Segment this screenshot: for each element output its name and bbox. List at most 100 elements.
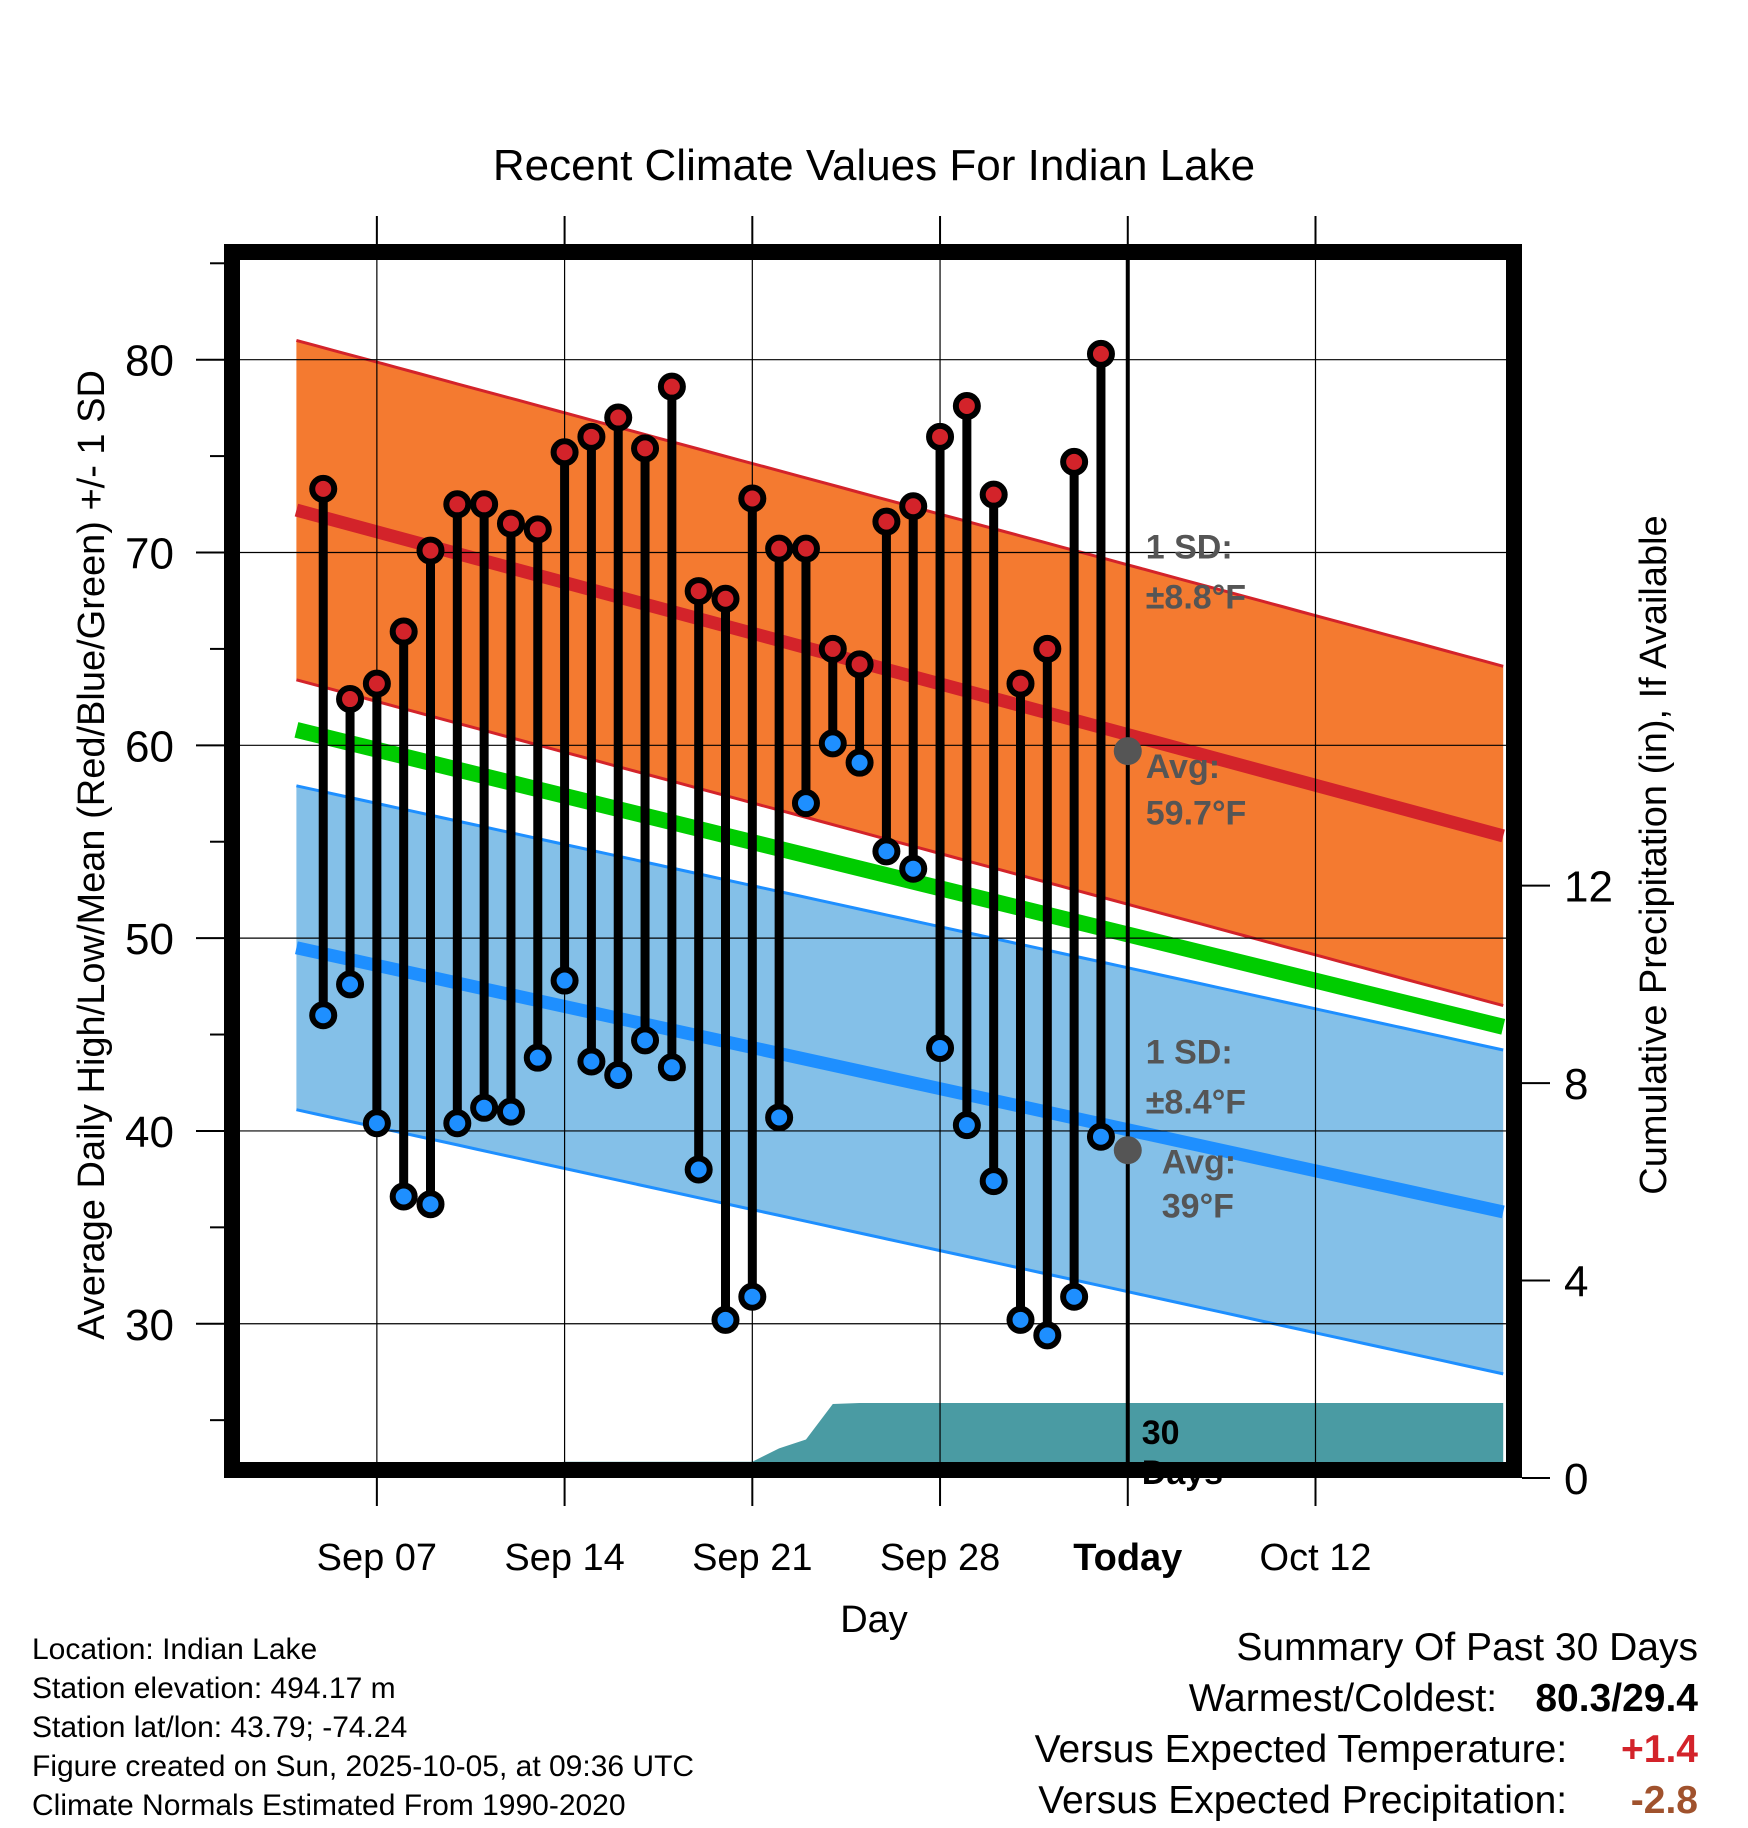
daily-low-point xyxy=(899,854,928,883)
precip-row: Versus Expected Precipitation: -2.8 xyxy=(1035,1775,1698,1826)
x-tick-label: Sep 14 xyxy=(504,1537,624,1579)
temp-label: Versus Expected Temperature: xyxy=(1034,1728,1568,1771)
today-low-avg-marker xyxy=(1113,1136,1142,1165)
daily-low-point xyxy=(604,1061,633,1090)
axis-ticks xyxy=(196,216,1550,1506)
daily-high-point xyxy=(631,434,660,463)
daily-high-point xyxy=(979,480,1008,509)
daily-high-point xyxy=(711,584,740,613)
daily-low-point xyxy=(389,1182,418,1211)
days-count-label: 30 xyxy=(1142,1414,1180,1452)
daily-high-point xyxy=(926,422,955,451)
daily-high-point xyxy=(550,438,579,467)
daily-high-point xyxy=(496,509,525,538)
daily-low-point xyxy=(362,1109,391,1138)
daily-high-point xyxy=(604,403,633,432)
daily-high-point xyxy=(1033,634,1062,663)
daily-low-point xyxy=(791,789,820,818)
y2-tick-label: 4 xyxy=(1564,1258,1588,1307)
daily-low-point xyxy=(1033,1321,1062,1350)
daily-high-point xyxy=(952,391,981,420)
warm-cold-label: Warmest/Coldest: xyxy=(1188,1677,1498,1720)
daily-low-point xyxy=(1006,1305,1035,1334)
daily-low-point xyxy=(979,1167,1008,1196)
y2-axis-label: Cumulative Precipitation (in), If Availa… xyxy=(1633,515,1675,1194)
daily-low-point xyxy=(1086,1122,1115,1151)
normals-text: Climate Normals Estimated From 1990-2020 xyxy=(32,1789,626,1822)
y-tick-label: 40 xyxy=(125,1108,174,1157)
high-avg-value: 59.7°F xyxy=(1146,794,1247,832)
warm-cold-row: Warmest/Coldest: 80.3/29.4 xyxy=(1035,1673,1698,1724)
daily-high-point xyxy=(389,617,418,646)
daily-low-point xyxy=(1060,1282,1089,1311)
daily-high-point xyxy=(872,507,901,536)
low-sd-value: ±8.4°F xyxy=(1146,1084,1246,1122)
daily-low-point xyxy=(684,1155,713,1184)
temp-value: +1.4 xyxy=(1621,1728,1698,1771)
low-avg-value: 39°F xyxy=(1162,1188,1234,1226)
high-sd-value: ±8.8°F xyxy=(1146,578,1246,616)
daily-low-point xyxy=(845,748,874,777)
daily-low-point xyxy=(309,1001,338,1030)
daily-high-point xyxy=(309,474,338,503)
daily-high-point xyxy=(684,577,713,606)
daily-high-point xyxy=(738,484,767,513)
elevation-text: Station elevation: 494.17 m xyxy=(32,1672,396,1705)
daily-high-point xyxy=(1006,669,1035,698)
daily-high-point xyxy=(791,534,820,563)
normal-high-line xyxy=(294,503,1505,843)
daily-high-point xyxy=(443,490,472,519)
daily-low-point xyxy=(872,837,901,866)
daily-high-point xyxy=(416,536,445,565)
normal-low-line xyxy=(295,941,1505,1219)
daily-high-point xyxy=(657,372,686,401)
daily-high-point xyxy=(577,422,606,451)
y-axis-label: Average Daily High/Low/Mean (Red/Blue/Gr… xyxy=(71,370,113,1340)
plot-content xyxy=(224,244,1522,1478)
warm-cold-value: 80.3/29.4 xyxy=(1535,1677,1698,1720)
y2-tick-label: 12 xyxy=(1564,863,1613,912)
x-tick-label: Sep 07 xyxy=(317,1537,437,1579)
low-sd-upper-edge xyxy=(296,784,1504,1052)
low-avg-label: Avg: xyxy=(1162,1143,1236,1181)
y-tick-label: 60 xyxy=(125,722,174,771)
summary-title: Summary Of Past 30 Days xyxy=(1236,1626,1698,1669)
x-tick-label: Oct 12 xyxy=(1260,1537,1372,1579)
y-tick-label: 80 xyxy=(125,337,174,386)
today-high-avg-marker xyxy=(1113,737,1142,766)
daily-low-point xyxy=(443,1109,472,1138)
daily-low-point xyxy=(470,1093,499,1122)
daily-high-point xyxy=(899,492,928,521)
low-sd-label: 1 SD: xyxy=(1146,1033,1233,1071)
daily-low-point xyxy=(550,966,579,995)
precip-label: Versus Expected Precipitation: xyxy=(1038,1779,1568,1822)
daily-high-point xyxy=(362,669,391,698)
daily-low-point xyxy=(416,1190,445,1219)
daily-low-point xyxy=(657,1053,686,1082)
daily-low-point xyxy=(631,1026,660,1055)
daily-low-point xyxy=(738,1282,767,1311)
y2-tick-label: 8 xyxy=(1564,1060,1588,1109)
daily-high-point xyxy=(765,534,794,563)
daily-low-point xyxy=(765,1103,794,1132)
daily-low-point xyxy=(711,1305,740,1334)
high-sd-label: 1 SD: xyxy=(1146,528,1233,566)
x-tick-label: Sep 28 xyxy=(880,1537,1000,1579)
daily-low-point xyxy=(496,1097,525,1126)
x-tick-label: Today xyxy=(1073,1537,1182,1579)
station-info: Location: Indian Lake Station elevation:… xyxy=(32,1630,694,1825)
plot-area: 1 SD: ±8.8°F Avg: 59.7°F 1 SD: ±8.4°F Avg: 39°F… xyxy=(125,216,1613,1579)
daily-low-point xyxy=(818,729,847,758)
daily-high-point xyxy=(1060,447,1089,476)
high-avg-label: Avg: xyxy=(1146,748,1220,786)
daily-high-point xyxy=(336,685,365,714)
y-tick-label: 30 xyxy=(125,1301,174,1350)
daily-low-point xyxy=(336,970,365,999)
created-text: Figure created on Sun, 2025-10-05, at 09… xyxy=(32,1750,695,1783)
latlon-text: Station lat/lon: 43.79; -74.24 xyxy=(32,1711,408,1744)
x-axis-label: Day xyxy=(840,1599,908,1641)
precip-value: -2.8 xyxy=(1630,1779,1698,1822)
y-tick-label: 70 xyxy=(125,530,174,579)
y-tick-label: 50 xyxy=(125,915,174,964)
high-sd-lower-edge xyxy=(296,678,1504,1008)
